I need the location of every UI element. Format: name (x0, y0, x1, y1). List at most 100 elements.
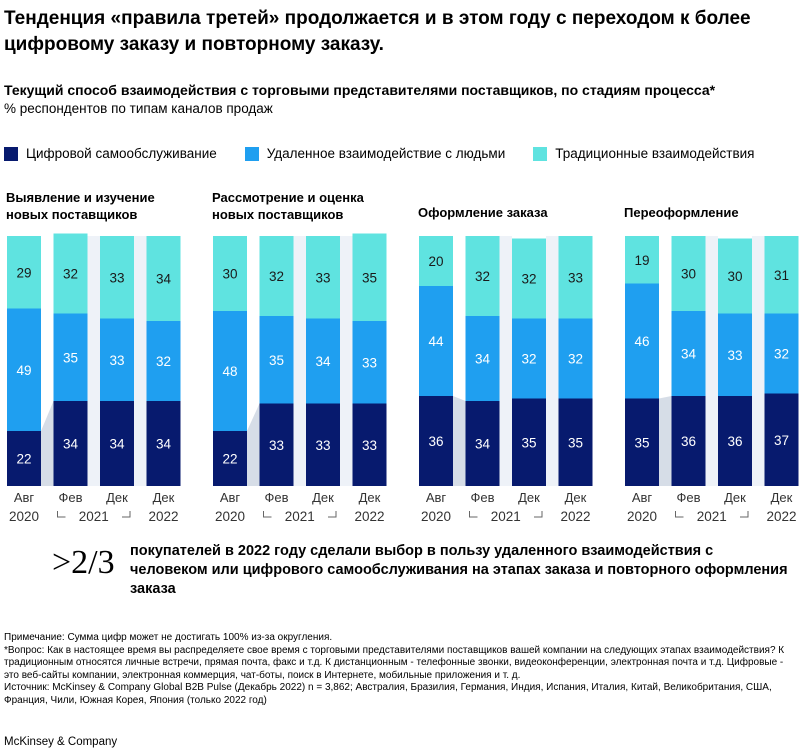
bar-p3-c1-traditional (419, 236, 453, 286)
bar-p1-c1-remote (7, 308, 41, 431)
data-label-p2-c3-digital: 33 (315, 438, 330, 453)
page-title: Тенденция «правила третей» продолжается … (4, 8, 751, 55)
bar-p2-c2-traditional (259, 236, 294, 316)
bar-p4-c1-digital (625, 398, 659, 486)
bracket-left-p2 (263, 511, 272, 518)
bar-p2-c1-traditional (213, 236, 247, 311)
bar-p3-c3-traditional (512, 238, 546, 319)
data-label-p3-c3-traditional: 32 (521, 272, 536, 287)
legend-label-digital: Цифровой самообслуживание (26, 146, 217, 161)
year-label-p4-2022: 2022 (766, 509, 796, 524)
legend-label-traditional: Традиционные взаимодействия (555, 146, 755, 161)
bar-p1-c1-digital (7, 431, 41, 486)
data-label-p2-c3-traditional: 33 (315, 270, 330, 285)
bar-p3-c2-digital (465, 401, 500, 486)
data-label-p4-c1-traditional: 19 (634, 253, 649, 268)
data-label-p3-c2-traditional: 32 (475, 269, 490, 284)
data-label-p3-c4-traditional: 33 (568, 270, 583, 285)
tick-label-p1-c4: Дек (153, 490, 175, 505)
data-label-p4-c3-digital: 36 (727, 434, 742, 449)
data-label-p3-c2-remote: 34 (475, 352, 491, 367)
gap-p3-2 (546, 236, 559, 486)
data-label-p1-c3-remote: 33 (109, 353, 124, 368)
tick-label-p2-c1: Авг (220, 490, 241, 505)
bar-p1-c4-remote (146, 321, 181, 401)
bar-p4-c1-remote (625, 283, 659, 399)
data-label-p1-c1-traditional: 29 (16, 265, 31, 280)
bar-p4-c4-remote (764, 313, 799, 394)
bar-p2-c4-remote (352, 321, 387, 404)
data-label-p3-c3-digital: 35 (521, 435, 536, 450)
bar-p2-c2-digital (259, 403, 294, 486)
data-label-p2-c2-remote: 35 (269, 353, 284, 368)
bar-p3-c1-remote (419, 286, 453, 396)
tick-label-p3-c1: Авг (426, 490, 447, 505)
bar-p2-c1-digital (213, 431, 247, 486)
bar-p3-c3-remote (512, 318, 546, 399)
gap-p2-1 (293, 236, 306, 486)
bar-p3-c2-remote (465, 316, 500, 401)
tick-label-p4-c4: Дек (771, 490, 793, 505)
bar-p1-c4-traditional (146, 236, 181, 321)
data-label-p4-c4-traditional: 31 (774, 268, 789, 283)
data-label-p3-c4-digital: 35 (568, 435, 583, 450)
gap-p4-2 (752, 236, 765, 486)
gap-p1-1 (87, 236, 100, 486)
bracket-left-p1 (57, 511, 66, 518)
tick-label-p1-c1: Авг (14, 490, 35, 505)
data-label-p2-c1-digital: 22 (222, 452, 237, 467)
connector-p1 (41, 401, 54, 486)
stat-text: покупателей в 2022 году сделали выбор в … (130, 543, 788, 597)
tick-label-p2-c2: Фев (264, 490, 288, 505)
legend: Цифровой самообслуживание Удаленное взаи… (4, 146, 782, 161)
tick-label-p4-c2: Фев (676, 490, 700, 505)
brand-name: McKinsey & Company (4, 736, 118, 748)
tick-label-p3-c3: Дек (518, 490, 540, 505)
tick-label-p3-c4: Дек (565, 490, 587, 505)
gap-p4-1 (705, 236, 718, 486)
gap-p2-2 (340, 236, 353, 486)
panel-title-2: Рассмотрение и оценка новых поставщиков (212, 190, 364, 222)
bar-p4-c2-digital (671, 396, 706, 486)
data-label-p4-c1-remote: 46 (634, 334, 649, 349)
note-question: *Вопрос: Как в настоящее время вы распре… (4, 644, 785, 681)
gap-p1-2 (134, 236, 147, 486)
data-label-p4-c3-remote: 33 (727, 348, 742, 363)
legend-swatch-digital (4, 146, 18, 161)
tick-label-p3-c2: Фев (470, 490, 494, 505)
bar-p1-c3-digital (100, 401, 134, 486)
legend-swatch-traditional (533, 146, 548, 161)
data-label-p4-c2-remote: 34 (681, 347, 697, 362)
legend-item-remote: Удаленное взаимодействие с людьми (244, 146, 505, 161)
bar-p4-c2-remote (671, 311, 706, 396)
data-label-p2-c1-traditional: 30 (222, 267, 237, 282)
gap-p3-1 (499, 236, 512, 486)
year-label-p1-2020: 2020 (9, 509, 39, 524)
data-label-p4-c2-traditional: 30 (681, 267, 696, 282)
bar-p1-c3-traditional (100, 236, 134, 319)
data-label-p1-c1-remote: 49 (16, 363, 31, 378)
chart-subtitle: Текущий способ взаимодействия с торговым… (4, 82, 716, 98)
tick-label-p1-c2: Фев (58, 490, 82, 505)
year-label-p2-2020: 2020 (215, 509, 245, 524)
data-label-p2-c3-remote: 34 (315, 354, 331, 369)
data-label-p2-c4-digital: 33 (362, 438, 377, 453)
data-label-p4-c4-digital: 37 (774, 433, 789, 448)
bar-p3-c4-traditional (558, 236, 593, 319)
data-label-p1-c4-remote: 32 (156, 354, 171, 369)
data-label-p4-c2-digital: 36 (681, 434, 696, 449)
data-label-p1-c4-traditional: 34 (156, 272, 172, 287)
data-label-p3-c1-remote: 44 (428, 334, 444, 349)
bar-p4-c1-traditional (625, 236, 659, 284)
data-label-p3-c1-traditional: 20 (428, 254, 443, 269)
bar-p2-c3-digital (306, 403, 340, 486)
bracket-right-p1 (122, 511, 131, 518)
data-label-p4-c3-traditional: 30 (727, 269, 742, 284)
bar-p4-c3-digital (718, 396, 752, 486)
data-label-p3-c3-remote: 32 (521, 352, 536, 367)
data-label-p2-c2-digital: 33 (269, 438, 284, 453)
data-label-p3-c1-digital: 36 (428, 434, 443, 449)
panel-title-3: Оформление заказа (418, 205, 548, 220)
data-label-p2-c2-traditional: 32 (269, 269, 284, 284)
bracket-left-p4 (675, 511, 684, 518)
